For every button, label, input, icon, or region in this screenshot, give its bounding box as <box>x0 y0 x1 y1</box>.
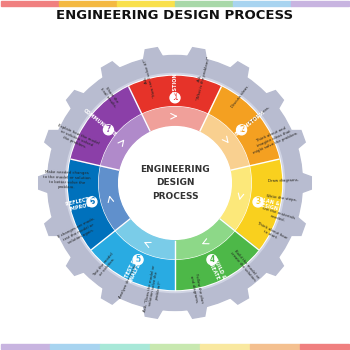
Polygon shape <box>229 287 248 304</box>
Polygon shape <box>289 216 305 236</box>
Polygon shape <box>187 48 207 61</box>
Text: QUESTION: QUESTION <box>173 72 177 101</box>
Polygon shape <box>187 305 207 318</box>
Text: Write the steps.: Write the steps. <box>266 194 298 202</box>
Polygon shape <box>143 48 163 61</box>
Wedge shape <box>175 219 234 259</box>
Wedge shape <box>142 107 208 131</box>
Circle shape <box>48 56 302 310</box>
Text: TEST &
ANALYZE: TEST & ANALYZE <box>123 256 144 283</box>
Polygon shape <box>143 305 163 318</box>
Text: 5: 5 <box>135 255 141 264</box>
Wedge shape <box>200 115 249 170</box>
Text: Analyze the results.: Analyze the results. <box>118 262 138 299</box>
Wedge shape <box>236 159 282 250</box>
Text: Ask, "Does the model or
solution solve the
problem?": Ask, "Does the model or solution solve t… <box>143 264 165 314</box>
Circle shape <box>207 255 217 265</box>
Text: ENGINEERING
DESIGN
PROCESS: ENGINEERING DESIGN PROCESS <box>140 165 210 201</box>
Text: Discuss ideas.: Discuss ideas. <box>230 84 250 109</box>
Bar <box>100 344 150 349</box>
Text: PLAN &
DESIGN: PLAN & DESIGN <box>257 197 280 212</box>
Text: Draw diagrams.: Draw diagrams. <box>267 178 299 183</box>
Polygon shape <box>102 62 121 79</box>
Bar <box>300 344 349 349</box>
Bar <box>1 344 50 349</box>
Bar <box>117 1 175 6</box>
Circle shape <box>87 197 97 207</box>
Text: Make needed changes
to the model or solution
to better solve the
problem.: Make needed changes to the model or solu… <box>43 170 91 189</box>
Circle shape <box>133 255 143 265</box>
Circle shape <box>68 75 282 290</box>
Wedge shape <box>116 219 175 259</box>
Wedge shape <box>71 87 141 166</box>
Polygon shape <box>102 287 121 304</box>
Bar <box>200 344 250 349</box>
Wedge shape <box>92 231 175 289</box>
Circle shape <box>104 125 113 135</box>
Circle shape <box>253 197 263 207</box>
Bar <box>250 344 300 349</box>
Text: 6: 6 <box>89 197 94 206</box>
Polygon shape <box>265 256 284 275</box>
Text: 2: 2 <box>239 125 244 134</box>
Wedge shape <box>209 87 279 166</box>
Bar <box>50 344 100 349</box>
Wedge shape <box>99 166 130 230</box>
Polygon shape <box>39 173 49 193</box>
Text: Ask,
"How can I solve it?": Ask, "How can I solve it?" <box>139 58 157 99</box>
Text: Test the model
or solution.: Test the model or solution. <box>93 252 118 279</box>
Text: Think about and
imagine ideas that
might solve the problem.: Think about and imagine ideas that might… <box>248 122 299 155</box>
Text: Sketch ideas.: Sketch ideas. <box>248 106 271 125</box>
Text: If changes are made,
test the model or
solution again.: If changes are made, test the model or s… <box>57 217 100 248</box>
Text: Build the model or
create the solution.: Build the model or create the solution. <box>229 248 260 283</box>
Text: 1: 1 <box>172 93 177 102</box>
Polygon shape <box>289 131 305 149</box>
Text: ENGINEERING DESIGN PROCESS: ENGINEERING DESIGN PROCESS <box>56 9 294 22</box>
Polygon shape <box>45 216 61 236</box>
Wedge shape <box>101 115 150 170</box>
Wedge shape <box>220 166 251 230</box>
Text: Think about how
to start.: Think about how to start. <box>254 221 288 244</box>
Polygon shape <box>229 62 248 79</box>
Text: BUILD &
CREATE: BUILD & CREATE <box>207 257 226 282</box>
Bar <box>1 1 59 6</box>
Polygon shape <box>66 91 85 110</box>
Text: 4: 4 <box>209 255 215 264</box>
Polygon shape <box>66 256 85 275</box>
Bar <box>233 1 291 6</box>
Text: COMMUNICATE: COMMUNICATE <box>82 108 118 138</box>
Wedge shape <box>129 76 221 113</box>
Bar <box>175 1 233 6</box>
Polygon shape <box>45 131 61 149</box>
Circle shape <box>170 93 180 103</box>
Text: REFLECT &
IMPROVE: REFLECT & IMPROVE <box>65 196 97 213</box>
Wedge shape <box>68 159 114 249</box>
Bar <box>59 1 117 6</box>
Wedge shape <box>175 231 258 289</box>
Text: Share the
final results.: Share the final results. <box>99 84 121 109</box>
Text: 7: 7 <box>106 125 111 134</box>
Text: Explain how the model
or solution solved
the problem.: Explain how the model or solution solved… <box>53 124 100 154</box>
Text: Follow the plan
and diagrams.: Follow the plan and diagrams. <box>189 273 203 304</box>
Circle shape <box>119 127 231 239</box>
Polygon shape <box>265 91 284 110</box>
Text: Ask,
"What is the problem?": Ask, "What is the problem?" <box>192 55 212 102</box>
Bar <box>150 344 200 349</box>
Polygon shape <box>301 173 311 193</box>
Bar <box>291 1 349 6</box>
Text: List the materials
needed.: List the materials needed. <box>260 206 295 225</box>
Text: BRAINSTORM: BRAINSTORM <box>234 110 266 136</box>
Circle shape <box>237 125 246 135</box>
Text: 3: 3 <box>256 197 261 206</box>
Circle shape <box>65 74 285 293</box>
